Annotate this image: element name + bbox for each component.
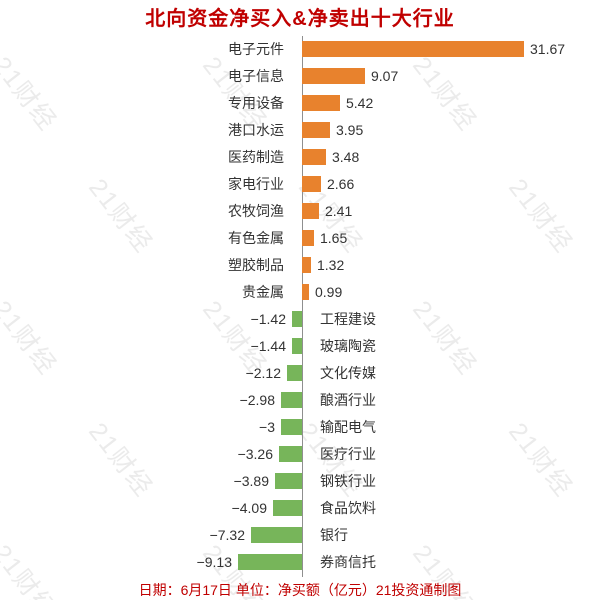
category-label: 券商信托 [320,554,376,570]
positive-bar [302,203,319,219]
positive-bar [302,257,311,273]
negative-bar [281,419,302,435]
bar-row: 工程建设 −1.42 [0,306,600,333]
negative-bar [292,338,302,354]
category-label: 家电行业 [228,176,284,192]
category-label: 农牧饲渔 [228,203,284,219]
category-label: 钢铁行业 [320,473,376,489]
bar-row: 医疗行业 −3.26 [0,441,600,468]
negative-bar [287,365,302,381]
category-label: 工程建设 [320,311,376,327]
positive-bar [302,149,326,165]
bar-row: 食品饮料 −4.09 [0,495,600,522]
category-label: 文化传媒 [320,365,376,381]
value-label: 31.67 [530,41,566,57]
bar-row: 家电行业 2.66 [0,171,600,198]
positive-bar [302,41,524,57]
bar-row: 文化传媒 −2.12 [0,360,600,387]
category-label: 塑胶制品 [228,257,284,273]
value-label: −7.32 [209,527,245,543]
value-label: 3.95 [336,122,364,138]
category-label: 贵金属 [242,284,284,300]
category-label: 输配电气 [320,419,376,435]
value-label: 2.66 [327,176,355,192]
value-label: 3.48 [332,149,360,165]
negative-bar [238,554,302,570]
value-label: 0.99 [315,284,343,300]
chart-footnote: 日期：6月17日 单位：净买额（亿元）21投资通制图 [138,582,462,598]
value-label: 5.42 [346,95,374,111]
value-label: −1.44 [250,338,286,354]
positive-bar [302,95,340,111]
category-label: 食品饮料 [320,500,376,516]
value-label: −3 [259,419,275,435]
value-label: −1.42 [250,311,286,327]
value-label: 9.07 [371,68,399,84]
negative-bar [275,473,302,489]
bar-row: 银行 −7.32 [0,522,600,549]
negative-bar [251,527,302,543]
bar-row: 酿酒行业 −2.98 [0,387,600,414]
bar-row: 有色金属 1.65 [0,225,600,252]
category-label: 专用设备 [228,95,284,111]
positive-bar [302,284,309,300]
value-label: −9.13 [196,554,232,570]
bar-row: 钢铁行业 −3.89 [0,468,600,495]
positive-bar [302,68,365,84]
value-label: −3.26 [237,446,273,462]
category-label: 酿酒行业 [320,392,376,408]
value-label: 1.65 [320,230,348,246]
category-label: 玻璃陶瓷 [320,338,376,354]
bar-row: 电子信息 9.07 [0,63,600,90]
negative-bar [281,392,302,408]
bar-row: 农牧饲渔 2.41 [0,198,600,225]
chart-title: 北向资金净买入&净卖出十大行业 [145,8,455,30]
bar-row: 玻璃陶瓷 −1.44 [0,333,600,360]
value-label: −2.12 [245,365,281,381]
bar-row: 专用设备 5.42 [0,90,600,117]
negative-bar [292,311,302,327]
category-label: 有色金属 [228,230,284,246]
bar-row: 贵金属 0.99 [0,279,600,306]
value-label: 1.32 [317,257,345,273]
positive-bar [302,230,314,246]
bar-row: 券商信托 −9.13 [0,549,600,576]
category-label: 医药制造 [228,149,284,165]
category-label: 电子元件 [228,41,284,57]
category-label: 港口水运 [228,122,284,138]
category-label: 银行 [320,527,348,543]
value-label: 2.41 [325,203,353,219]
positive-bar [302,122,330,138]
zero-axis-line [302,36,303,577]
bar-row: 医药制造 3.48 [0,144,600,171]
category-label: 医疗行业 [320,446,376,462]
positive-bar [302,176,321,192]
value-label: −3.89 [233,473,269,489]
bar-row: 输配电气 −3 [0,414,600,441]
bar-row: 塑胶制品 1.32 [0,252,600,279]
bar-row: 港口水运 3.95 [0,117,600,144]
value-label: −4.09 [231,500,267,516]
bar-row: 电子元件 31.67 [0,36,600,63]
category-label: 电子信息 [228,68,284,84]
negative-bar [279,446,302,462]
value-label: −2.98 [239,392,275,408]
negative-bar [273,500,302,516]
